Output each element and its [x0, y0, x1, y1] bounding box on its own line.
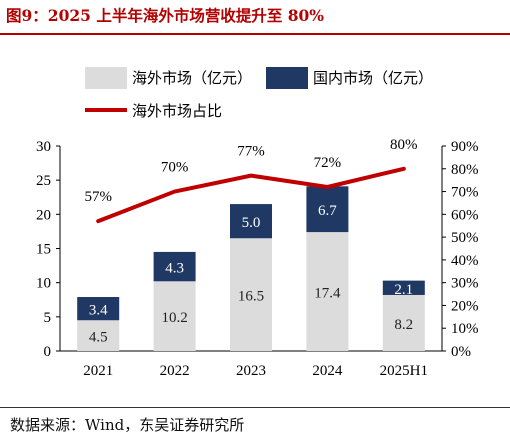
bar-domestic-label: 6.7 [318, 203, 337, 219]
y-left-tick-label: 30 [36, 139, 51, 155]
bar-domestic [382, 280, 425, 295]
bar-domestic-label: 2.1 [394, 282, 413, 298]
y-left-tick-label: 5 [44, 310, 52, 326]
x-tick-label: 2021 [83, 363, 113, 379]
y-right-tick-label: 0% [451, 344, 471, 360]
share-point-label: 77% [237, 144, 265, 160]
share-point-label: 57% [84, 189, 112, 205]
y-left-tick-label: 25 [36, 173, 51, 189]
y-left-tick-label: 0 [44, 344, 52, 360]
bar-overseas-label: 16.5 [238, 289, 264, 305]
y-right-tick-label: 50% [451, 230, 479, 246]
bar-overseas [77, 320, 120, 351]
bar-domestic [153, 251, 196, 282]
chart-title: 图9：2025 上半年海外市场营收提升至 80% [6, 6, 325, 25]
bar-domestic-label: 5.0 [242, 215, 261, 231]
share-line-path [96, 166, 406, 224]
y-right-tick-label: 60% [451, 207, 479, 223]
footer-divider [0, 407, 510, 408]
y-right-tick-label: 80% [451, 162, 479, 178]
bar-domestic [306, 186, 349, 233]
bar-domestic [77, 297, 120, 321]
bar-overseas-label: 4.5 [89, 330, 108, 346]
y-right-tick-label: 40% [451, 253, 479, 269]
legend: 海外市场（亿元） 国内市场（亿元） 海外市场占比 [85, 67, 433, 120]
y-left-tick-label: 15 [36, 242, 51, 258]
legend-swatch-domestic [266, 67, 308, 89]
bar-overseas [306, 232, 349, 351]
legend-swatch-overseas [85, 67, 127, 89]
x-tick-label: 2024 [312, 363, 343, 379]
legend-label-overseas: 海外市场（亿元） [132, 69, 252, 87]
share-line: 57% 70% 77% 72% 80% [84, 137, 418, 224]
share-point-label: 72% [314, 155, 342, 171]
y-right-tick-label: 70% [451, 185, 479, 201]
bar-overseas [153, 281, 196, 351]
bar-overseas-label: 17.4 [314, 286, 341, 302]
bar-overseas [230, 238, 272, 351]
share-point-label: 80% [390, 137, 418, 153]
x-tick-label: 2025H1 [380, 363, 428, 379]
bar-overseas [382, 294, 425, 351]
legend-label-share: 海外市场占比 [132, 102, 222, 120]
y-right-tick-label: 10% [451, 321, 479, 337]
legend-label-domestic: 国内市场（亿元） [313, 69, 433, 87]
bar-domestic-label: 3.4 [89, 303, 108, 319]
chart-area: 海外市场（亿元） 国内市场（亿元） 海外市场占比 0 5 10 15 20 25 30 0% 10%… [36, 67, 479, 379]
source-note: 数据来源：Wind，东吴证券研究所 [10, 416, 245, 434]
y-right-tick-label: 30% [451, 276, 479, 292]
title-divider [0, 33, 510, 35]
x-tick-label: 2023 [236, 363, 266, 379]
bar-domestic [230, 204, 272, 239]
y-right-tick-label: 20% [451, 298, 479, 314]
bars: 4.5 3.4 10.2 4.3 16.5 5.0 17.4 6.7 8.2 2.1 [77, 186, 425, 351]
share-point-label: 70% [161, 160, 189, 176]
y-left-tick-label: 20 [36, 207, 51, 223]
bar-overseas-label: 10.2 [161, 310, 187, 326]
bar-overseas-label: 8.2 [394, 317, 413, 333]
y-left-tick-label: 10 [36, 276, 51, 292]
axes: 0 5 10 15 20 25 30 0% 10% 20% 30% 40% 50% 60% 70% 80% 90… [36, 139, 479, 379]
x-tick-label: 2022 [160, 363, 190, 379]
bar-domestic-label: 4.3 [165, 261, 184, 277]
y-right-tick-label: 90% [451, 139, 479, 155]
